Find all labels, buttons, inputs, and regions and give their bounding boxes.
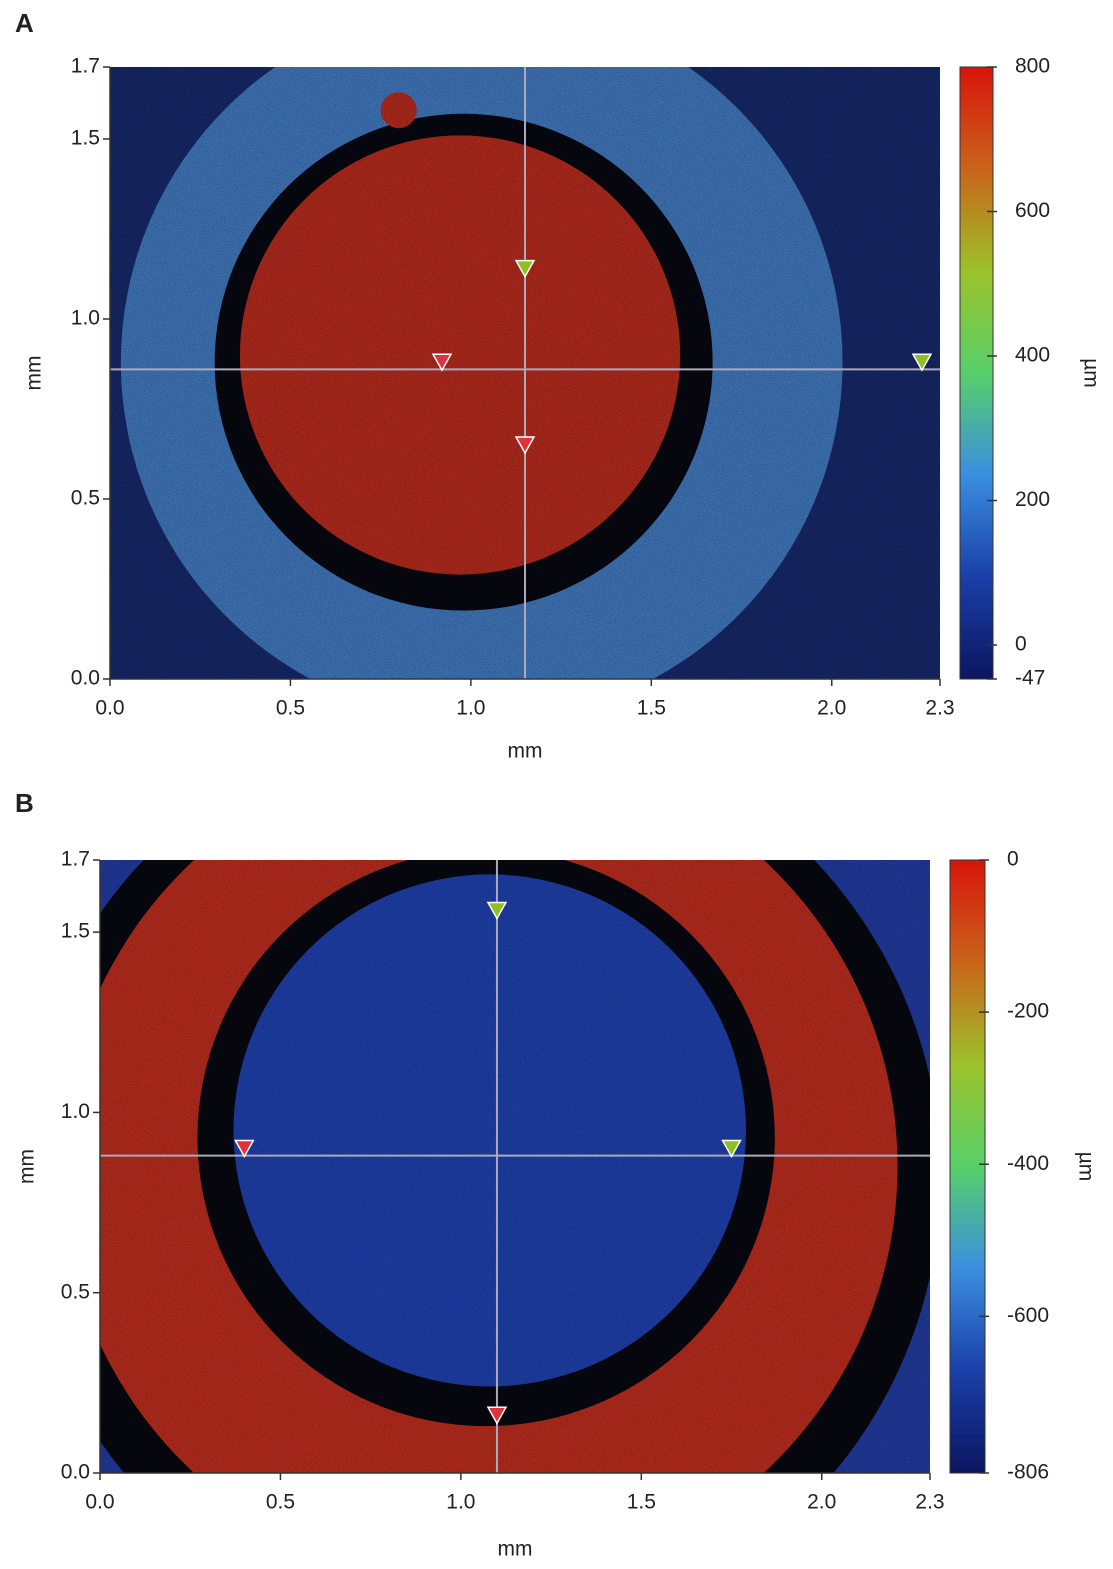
- x-tick-label: 1.0: [456, 697, 485, 720]
- x-tick-label: 1.5: [637, 697, 666, 720]
- colorbar-label: µm: [1074, 1152, 1097, 1182]
- x-axis-label: mm: [508, 740, 543, 763]
- y-tick-label: 0.5: [71, 487, 100, 510]
- x-tick-label: 0.5: [266, 1491, 295, 1514]
- y-tick-label: 1.5: [61, 920, 90, 943]
- y-tick-label: 1.7: [61, 848, 90, 871]
- height-map: [100, 860, 930, 1473]
- colorbar-tick-label: -600: [1007, 1304, 1049, 1327]
- y-tick-label: 1.0: [61, 1100, 90, 1123]
- colorbar: [949, 859, 986, 1474]
- x-tick-label: 1.5: [627, 1491, 656, 1514]
- y-tick-label: 0.0: [61, 1461, 90, 1484]
- colorbar: [959, 66, 994, 680]
- colorbar-label: µm: [1079, 358, 1102, 388]
- panel: A 0.0 0.5 1.0 1.5 2.0 2.3 0.0 0.5 1.0 1.5 1.7 mm mm -4…: [15, 8, 1102, 763]
- x-tick-label: 2.3: [925, 697, 954, 720]
- x-tick-label: 0.5: [276, 697, 305, 720]
- y-tick-label: 1.7: [71, 55, 100, 78]
- x-tick-label: 2.0: [807, 1491, 836, 1514]
- colorbar-tick-label: 200: [1015, 488, 1050, 511]
- cursor-marker: [486, 1406, 508, 1425]
- panel-label: A: [15, 8, 34, 38]
- x-tick-label: 1.0: [446, 1491, 475, 1514]
- cursor-marker: [911, 353, 933, 372]
- cursor-marker: [721, 1139, 742, 1158]
- colorbar-tick-label: 600: [1015, 199, 1050, 222]
- colorbar-tick-label: -806: [1007, 1461, 1049, 1484]
- colorbar-tick-label: 800: [1015, 55, 1050, 78]
- y-tick-label: 0.0: [71, 667, 100, 690]
- x-tick-label: 0.0: [95, 697, 124, 720]
- colorbar-tick-label: 0: [1007, 848, 1019, 871]
- colorbar-tick-label: -47: [1015, 667, 1045, 690]
- cursor-marker: [514, 436, 536, 455]
- x-axis-label: mm: [498, 1538, 533, 1561]
- x-tick-label: 0.0: [85, 1491, 114, 1514]
- panel: B 0.0 0.5 1.0 1.5 2.0 2.3 0.0 0.5 1.0 1.5 1.7 mm mm -8…: [15, 788, 1097, 1561]
- colorbar-tick-label: 400: [1015, 344, 1050, 367]
- x-tick-label: 2.0: [817, 697, 846, 720]
- colorbar-tick-label: -200: [1007, 1000, 1049, 1023]
- y-tick-label: 1.0: [71, 307, 100, 330]
- cursor-marker: [234, 1139, 255, 1158]
- y-axis-label: mm: [16, 1149, 39, 1184]
- colorbar-tick-label: 0: [1015, 633, 1027, 656]
- map-texture: [100, 860, 930, 1473]
- y-axis-label: mm: [23, 356, 46, 391]
- y-tick-label: 1.5: [71, 127, 100, 150]
- cursor-marker: [486, 901, 508, 921]
- cursor-marker: [514, 259, 536, 279]
- panel-label: B: [15, 788, 34, 818]
- x-tick-label: 2.3: [915, 1491, 944, 1514]
- colorbar-tick-label: -400: [1007, 1152, 1049, 1175]
- y-tick-label: 0.5: [61, 1280, 90, 1303]
- cursor-marker: [431, 353, 453, 372]
